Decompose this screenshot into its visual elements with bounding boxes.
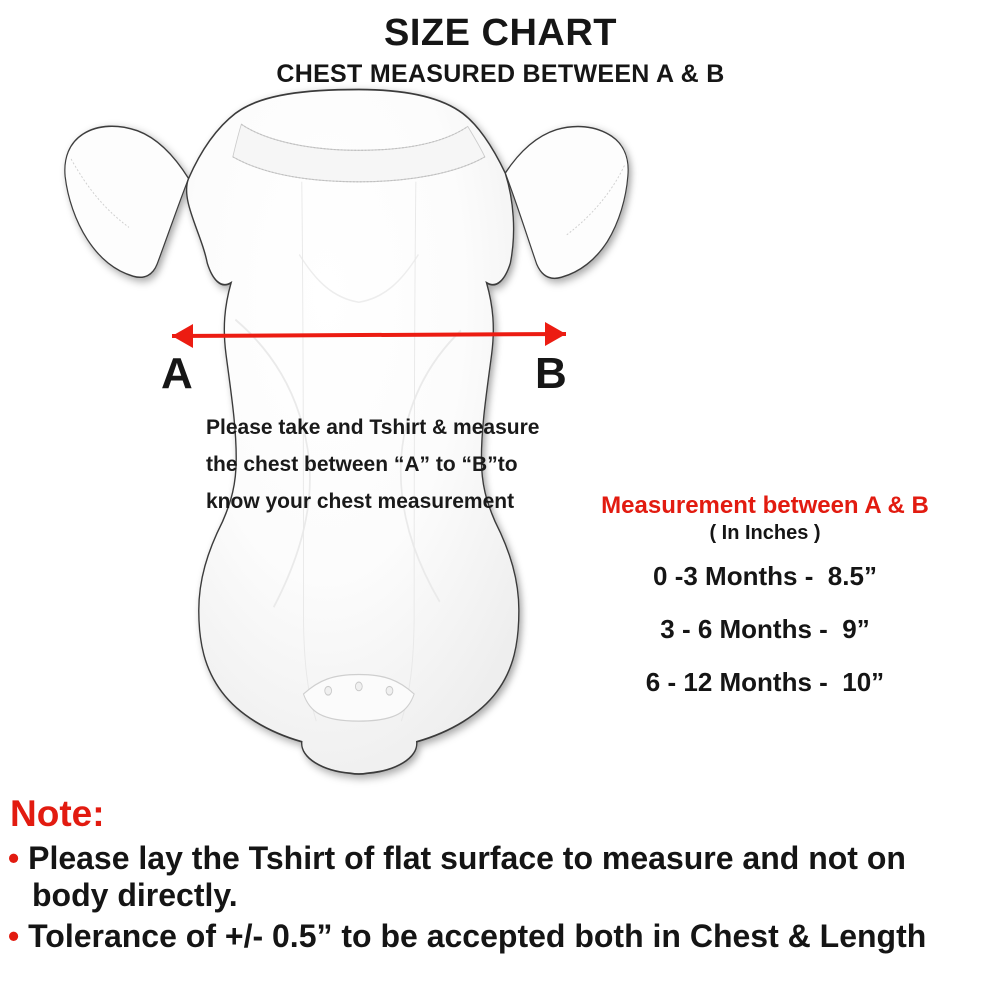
svg-text:A: A: [161, 349, 193, 398]
svg-text:B: B: [535, 349, 567, 398]
